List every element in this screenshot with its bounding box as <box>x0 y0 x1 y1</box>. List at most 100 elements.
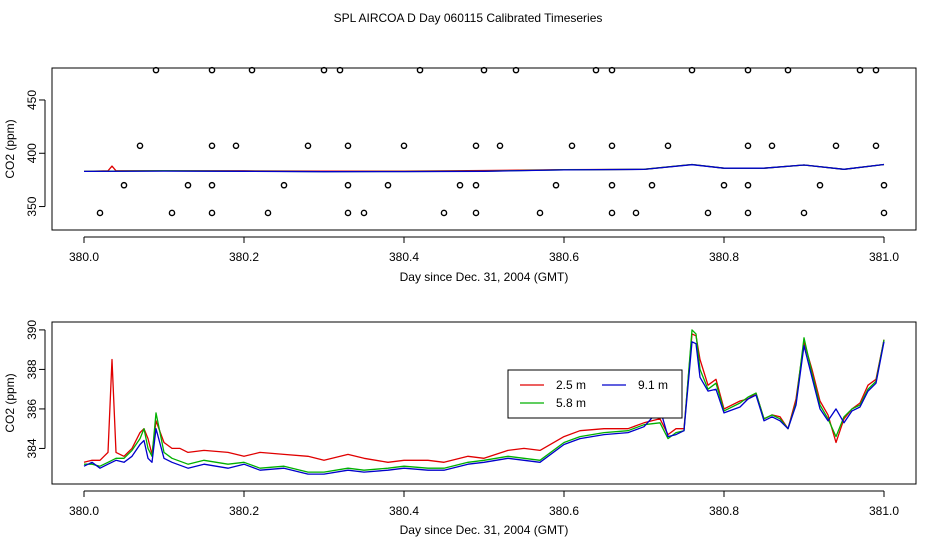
top-marker-point <box>648 181 656 189</box>
bottom-x-axis: 380.0 380.2 380.4 380.6 380.8 381.0 <box>69 490 899 518</box>
bottom-x-tick-label: 380.8 <box>709 504 739 518</box>
top-series-lines <box>83 163 885 173</box>
top-marker-point <box>744 181 752 189</box>
top-marker-point <box>472 181 480 189</box>
top-series-line-9-1-m <box>83 163 885 173</box>
top-marker-point <box>632 209 640 217</box>
top-marker-point <box>472 142 480 150</box>
top-marker-point <box>608 66 616 74</box>
top-marker-point <box>872 66 880 74</box>
legend: 2.5 m 5.8 m 9.1 m <box>507 369 683 419</box>
top-marker-point <box>592 66 600 74</box>
top-marker-point <box>304 142 312 150</box>
bottom-y-tick-label: 386 <box>25 399 39 419</box>
legend-label-9-1m: 9.1 m <box>638 378 668 392</box>
bottom-series-lines <box>83 329 885 475</box>
top-marker-point <box>440 209 448 217</box>
top-marker-point <box>208 209 216 217</box>
bottom-x-tick-label: 380.6 <box>549 504 579 518</box>
bottom-series-line-2-5-m <box>83 333 885 463</box>
top-marker-point <box>152 66 160 74</box>
figure-title: SPL AIRCOA D Day 060115 Calibrated Times… <box>334 11 603 25</box>
top-marker-point <box>344 142 352 150</box>
top-marker-point <box>568 142 576 150</box>
top-y-tick-label: 400 <box>25 143 39 163</box>
top-y-tick-label: 350 <box>25 196 39 216</box>
bottom-y-axis-label: CO2 (ppm) <box>3 373 17 432</box>
top-marker-point <box>400 142 408 150</box>
top-marker-point <box>744 66 752 74</box>
top-x-tick-label: 380.2 <box>229 250 259 264</box>
top-marker-point <box>744 209 752 217</box>
top-marker-point <box>264 209 272 217</box>
top-marker-point <box>512 66 520 74</box>
top-marker-point <box>320 66 328 74</box>
top-marker-point <box>816 181 824 189</box>
top-plot-frame <box>51 67 917 231</box>
top-marker-point <box>744 142 752 150</box>
top-marker-point <box>880 181 888 189</box>
top-marker-point <box>784 66 792 74</box>
bottom-y-tick-label: 390 <box>25 320 39 340</box>
top-x-tick-label: 380.4 <box>389 250 419 264</box>
top-marker-point <box>384 181 392 189</box>
top-marker-point <box>136 142 144 150</box>
legend-box <box>507 369 683 419</box>
top-marker-point <box>208 142 216 150</box>
top-x-axis: 380.0 380.2 380.4 380.6 380.8 381.0 <box>69 236 899 264</box>
top-marker-point <box>608 209 616 217</box>
top-markers <box>96 66 888 217</box>
bottom-x-tick-label: 380.2 <box>229 504 259 518</box>
top-panel: 380.0 380.2 380.4 380.6 380.8 381.0 350 400 450… <box>3 66 917 284</box>
top-marker-point <box>552 181 560 189</box>
top-marker-point <box>720 181 728 189</box>
top-marker-point <box>96 209 104 217</box>
top-marker-point <box>832 142 840 150</box>
top-marker-point <box>768 142 776 150</box>
top-marker-point <box>664 142 672 150</box>
top-marker-point <box>496 142 504 150</box>
top-x-tick-label: 380.8 <box>709 250 739 264</box>
top-marker-point <box>336 66 344 74</box>
top-marker-point <box>480 66 488 74</box>
top-marker-point <box>416 66 424 74</box>
top-x-tick-label: 380.6 <box>549 250 579 264</box>
top-marker-point <box>248 66 256 74</box>
top-marker-point <box>120 181 128 189</box>
bottom-x-axis-label: Day since Dec. 31, 2004 (GMT) <box>400 523 569 537</box>
bottom-x-tick-label: 380.0 <box>69 504 99 518</box>
top-marker-point <box>800 209 808 217</box>
top-y-tick-label: 450 <box>25 90 39 110</box>
top-marker-point <box>344 181 352 189</box>
legend-label-5-8m: 5.8 m <box>556 396 586 410</box>
top-marker-point <box>536 209 544 217</box>
top-marker-point <box>232 142 240 150</box>
top-x-tick-label: 381.0 <box>869 250 899 264</box>
top-marker-point <box>360 209 368 217</box>
top-marker-point <box>856 66 864 74</box>
legend-label-2-5m: 2.5 m <box>556 378 586 392</box>
bottom-y-tick-label: 388 <box>25 359 39 379</box>
top-x-axis-label: Day since Dec. 31, 2004 (GMT) <box>400 270 569 284</box>
top-marker-point <box>280 181 288 189</box>
bottom-plot-frame <box>51 321 917 485</box>
bottom-series-line-9-1-m <box>83 341 885 475</box>
bottom-y-axis: 384 386 388 390 <box>25 320 46 458</box>
bottom-panel: 380.0 380.2 380.4 380.6 380.8 381.0 384 386 388… <box>3 320 917 537</box>
top-marker-point <box>608 181 616 189</box>
top-marker-point <box>608 142 616 150</box>
bottom-y-tick-label: 384 <box>25 438 39 458</box>
top-marker-point <box>456 181 464 189</box>
top-y-axis-label: CO2 (ppm) <box>3 119 17 178</box>
top-y-axis: 350 400 450 <box>25 90 46 217</box>
top-marker-point <box>168 209 176 217</box>
top-marker-point <box>184 181 192 189</box>
bottom-x-tick-label: 381.0 <box>869 504 899 518</box>
top-marker-point <box>472 209 480 217</box>
bottom-x-tick-label: 380.4 <box>389 504 419 518</box>
top-marker-point <box>880 209 888 217</box>
top-marker-point <box>344 209 352 217</box>
top-marker-point <box>208 66 216 74</box>
top-x-tick-label: 380.0 <box>69 250 99 264</box>
top-marker-point <box>688 66 696 74</box>
